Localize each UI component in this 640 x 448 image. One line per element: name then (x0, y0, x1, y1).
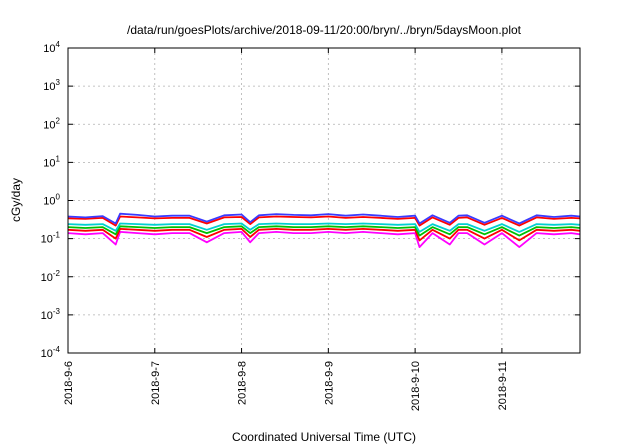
series-line-4 (67, 222, 581, 233)
series-line-2 (67, 227, 581, 242)
y-tick-label: 10-1 (41, 231, 61, 246)
series-group (67, 212, 581, 249)
x-tick-label: 2018-9-7 (150, 361, 162, 405)
y-tick-label: 100 (43, 193, 60, 208)
y-tick-label: 10-3 (41, 307, 61, 322)
series-line-3 (67, 225, 581, 237)
y-tick-label: 10-2 (41, 269, 61, 284)
y-tick-label: 101 (43, 154, 60, 169)
chart-title: /data/run/goesPlots/archive/2018-09-11/2… (127, 23, 522, 37)
x-axis: 2018-9-6 2018-9-7 2018-9-8 2018-9-9 2018-9-1… (63, 48, 509, 411)
x-tick-label: 2018-9-8 (237, 361, 249, 405)
x-tick-label: 2018-9-6 (63, 361, 75, 405)
x-tick-label: 2018-9-10 (410, 361, 422, 411)
grid (68, 48, 580, 353)
y-axis-title: cGy/day (9, 178, 23, 222)
x-tick-label: 2018-9-11 (497, 361, 509, 410)
series-line-6 (67, 212, 581, 225)
y-axis: 10-4 10-3 10-2 10-1 100 101 102 103 104 (41, 40, 580, 360)
y-tick-label: 102 (43, 116, 60, 131)
y-tick-label: 104 (43, 40, 60, 55)
y-tick-label: 10-4 (41, 345, 61, 360)
x-axis-title: Coordinated Universal Time (UTC) (232, 430, 416, 444)
series-line-5 (67, 215, 581, 227)
series-line-1 (67, 230, 581, 249)
y-tick-label: 103 (43, 78, 60, 93)
x-tick-label: 2018-9-9 (323, 361, 335, 405)
